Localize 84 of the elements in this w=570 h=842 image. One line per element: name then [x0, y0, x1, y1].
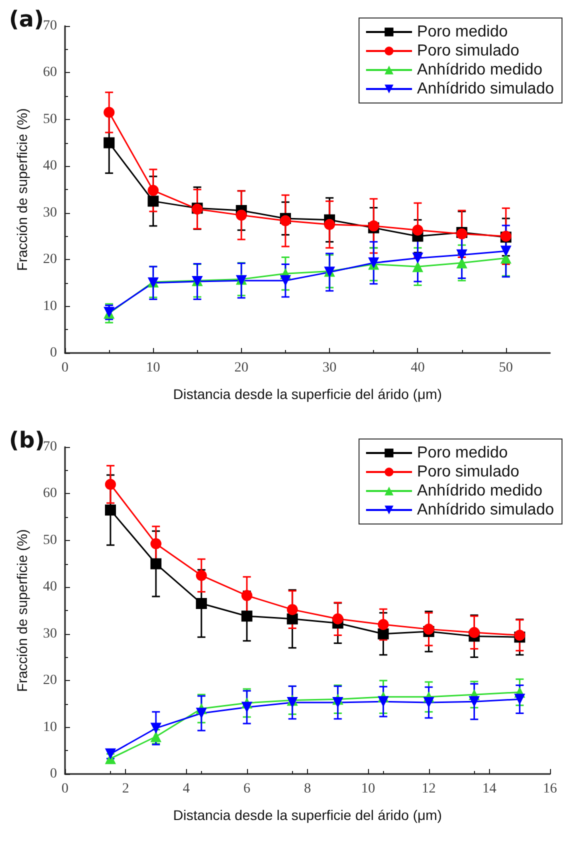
y-tick-label: 10	[43, 720, 57, 735]
point	[104, 504, 116, 516]
x-tick-label: 4	[182, 782, 190, 796]
point	[412, 252, 424, 264]
x-tick-label: 12	[422, 782, 436, 796]
point	[148, 196, 159, 207]
point	[104, 106, 115, 118]
point	[150, 558, 162, 570]
x-tick-label: 8	[304, 782, 311, 796]
legend-label: Anhídrido medido	[417, 482, 543, 500]
point	[196, 598, 207, 609]
x-axis-title: Distancia desde la superficie del árido (μm)	[173, 386, 442, 402]
point	[423, 624, 434, 635]
point	[286, 604, 298, 616]
point	[150, 538, 162, 550]
x-tick-label: 30	[322, 360, 337, 376]
point	[150, 731, 162, 742]
point	[456, 257, 468, 268]
x-tick-label: 0	[62, 360, 68, 376]
point	[378, 628, 389, 640]
y-tick-label: 30	[43, 205, 57, 220]
point	[514, 694, 526, 705]
point	[500, 246, 512, 257]
y-axis-title: Fracción de superficie (%)	[14, 529, 30, 692]
x-tick-label: 10	[361, 782, 376, 796]
point	[150, 722, 162, 734]
legend-label: Anhídrido medido	[417, 62, 543, 78]
point	[286, 613, 298, 624]
point	[241, 702, 252, 713]
point	[468, 696, 480, 708]
point	[104, 478, 116, 490]
point	[104, 748, 116, 760]
point	[468, 626, 480, 638]
y-tick-label: 20	[43, 673, 57, 688]
legend-label: Poro medido	[417, 24, 508, 40]
point	[412, 224, 424, 236]
x-tick-label: 10	[146, 360, 160, 376]
point	[378, 619, 389, 630]
point	[412, 261, 424, 272]
y-tick-label: 0	[50, 766, 57, 782]
point	[332, 613, 344, 624]
point	[280, 275, 291, 286]
y-tick-label: 70	[43, 18, 57, 34]
x-tick-label: 20	[234, 360, 248, 376]
x-tick-label: 40	[410, 360, 425, 376]
y-tick-label: 50	[43, 112, 57, 127]
y-tick-label: 40	[43, 158, 57, 174]
point	[324, 219, 336, 230]
y-tick-label: 60	[43, 65, 57, 80]
legend-label: Poro simulado	[417, 42, 520, 60]
point	[286, 697, 298, 708]
x-tick-label: 14	[482, 782, 496, 796]
legend-label: Anhídrido simulado	[417, 80, 554, 98]
point	[236, 210, 247, 221]
chart-title: (b)	[9, 428, 45, 454]
x-tick-label: 16	[543, 782, 557, 796]
point	[280, 215, 291, 226]
legend-label: Poro simulado	[417, 464, 520, 480]
point	[241, 610, 252, 622]
y-tick-label: 60	[43, 486, 57, 502]
y-tick-label: 50	[43, 532, 57, 548]
x-tick-label: 0	[62, 782, 68, 796]
y-tick-label: 70	[43, 440, 57, 454]
y-axis-title: Fracción de superficie (%)	[14, 108, 30, 271]
y-tick-label: 0	[50, 346, 57, 360]
point	[456, 249, 468, 260]
point	[378, 696, 389, 708]
x-tick-label: 6	[243, 782, 250, 796]
point	[196, 708, 207, 719]
point	[104, 137, 115, 148]
point	[148, 184, 159, 196]
point	[196, 570, 207, 581]
y-tick-label: 10	[43, 298, 57, 314]
legend-label: Poro medido	[417, 444, 508, 462]
chart-title: (a)	[9, 8, 44, 32]
x-axis-title: Distancia desde la superficie del árido (μm)	[173, 807, 442, 823]
y-tick-label: 40	[43, 580, 57, 595]
y-tick-label: 30	[43, 626, 57, 642]
y-tick-label: 20	[43, 252, 57, 268]
point	[241, 590, 252, 602]
point	[332, 697, 344, 708]
legend-label: Anhídrido simulado	[417, 502, 554, 518]
x-tick-label: 2	[122, 782, 130, 796]
x-tick-label: 50	[498, 360, 513, 376]
